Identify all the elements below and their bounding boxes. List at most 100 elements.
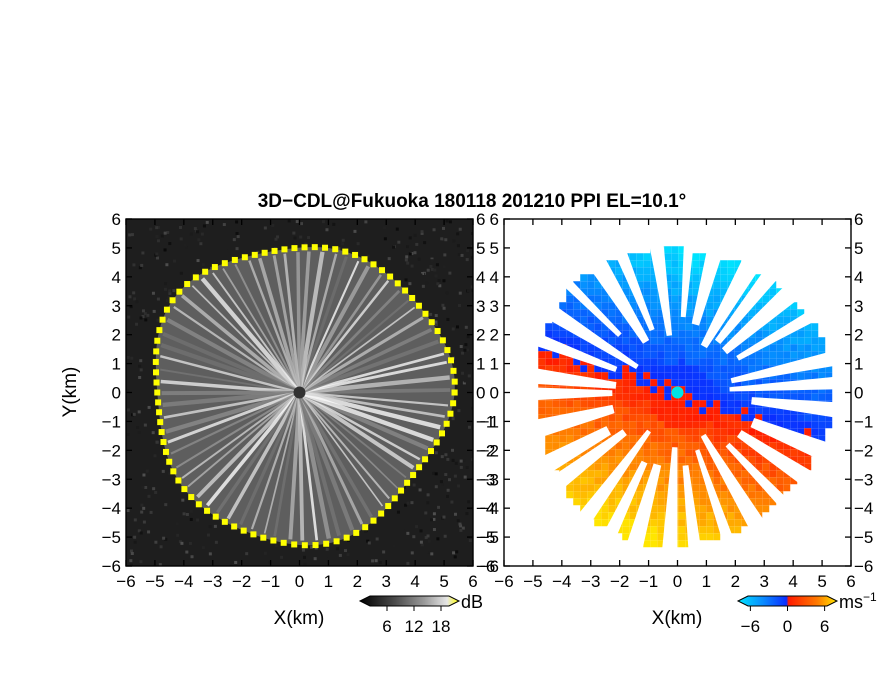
- velocity-cell: [699, 365, 707, 373]
- edge-pixel: [450, 400, 457, 407]
- radial-beam: [298, 391, 421, 461]
- velocity-cell: [720, 428, 728, 436]
- velocity-cell: [720, 267, 728, 275]
- velocity-cell: [804, 372, 812, 380]
- radial-beam: [298, 306, 416, 394]
- velocity-cell: [573, 358, 581, 366]
- velocity-cell: [636, 498, 644, 506]
- velocity-cell: [720, 288, 728, 296]
- velocity-cell: [692, 253, 700, 261]
- velocity-cell: [727, 407, 735, 415]
- velocity-cell: [664, 463, 672, 471]
- velocity-cell: [594, 512, 602, 520]
- velocity-cell: [622, 372, 630, 380]
- velocity-cell: [713, 393, 721, 401]
- noise-pixel: [210, 513, 214, 517]
- noise-pixel: [453, 555, 457, 559]
- velocity-cell: [825, 393, 833, 401]
- noise-pixel: [406, 501, 410, 505]
- noise-pixel: [133, 535, 137, 539]
- velocity-cell: [713, 288, 721, 296]
- noise-pixel: [458, 522, 462, 526]
- velocity-cell: [678, 351, 686, 359]
- velocity-cell: [643, 407, 651, 415]
- velocity-cell: [608, 421, 616, 429]
- velocity-cell: [713, 274, 721, 282]
- velocity-cell: [720, 414, 728, 422]
- noise-pixel: [426, 456, 430, 460]
- y-tick-label-right: −3: [476, 470, 495, 489]
- noise-pixel: [138, 266, 142, 270]
- velocity-cell: [573, 428, 581, 436]
- velocity-cell: [601, 400, 609, 408]
- velocity-cell: [692, 491, 700, 499]
- velocity-cell: [657, 470, 665, 478]
- noise-pixel: [463, 379, 467, 383]
- radial-beam: [299, 391, 445, 418]
- noise-pixel: [442, 306, 446, 310]
- velocity-cell: [608, 505, 616, 513]
- velocity-cell: [790, 414, 798, 422]
- noise-pixel: [457, 253, 461, 257]
- y-tick-label: −6: [480, 557, 499, 576]
- velocity-cell: [643, 344, 651, 352]
- edge-pixel: [450, 367, 457, 374]
- velocity-cell: [678, 344, 686, 352]
- velocity-cell: [678, 316, 686, 324]
- velocity-cell: [755, 274, 763, 282]
- velocity-cell: [755, 393, 763, 401]
- edge-pixel: [188, 494, 195, 501]
- velocity-cell: [804, 393, 812, 401]
- velocity-cell: [636, 358, 644, 366]
- y-tick-label-right: 6: [476, 210, 485, 229]
- velocity-cell: [692, 421, 700, 429]
- velocity-cell: [671, 302, 679, 310]
- velocity-cell: [643, 463, 651, 471]
- noise-pixel: [268, 246, 272, 250]
- velocity-cell: [699, 379, 707, 387]
- velocity-cell: [622, 435, 630, 443]
- velocity-cell: [643, 379, 651, 387]
- velocity-cell: [769, 435, 777, 443]
- velocity-cell: [685, 442, 693, 450]
- velocity-cell: [587, 316, 595, 324]
- noise-pixel: [415, 242, 419, 246]
- velocity-cell: [622, 519, 630, 527]
- velocity-cell: [622, 526, 630, 534]
- noise-pixel: [404, 258, 408, 262]
- velocity-cell: [678, 267, 686, 275]
- x-tick-label: 1: [324, 572, 333, 591]
- velocity-cell: [804, 323, 812, 331]
- velocity-cell: [685, 330, 693, 338]
- noise-pixel: [408, 236, 412, 240]
- velocity-cell: [776, 477, 784, 485]
- velocity-cell: [657, 309, 665, 317]
- edge-pixel: [240, 527, 247, 534]
- velocity-cell: [545, 351, 553, 359]
- edge-pixel: [162, 448, 169, 455]
- velocity-cell: [594, 519, 602, 527]
- noise-pixel: [413, 233, 417, 237]
- y-tick-label-right: 5: [854, 239, 863, 258]
- noise-pixel: [410, 551, 414, 555]
- noise-pixel: [293, 236, 297, 240]
- noise-pixel: [465, 512, 469, 516]
- velocity-cell: [685, 393, 693, 401]
- edge-pixel: [416, 464, 423, 471]
- noise-pixel: [445, 291, 449, 295]
- velocity-cell: [664, 267, 672, 275]
- velocity-cell: [622, 414, 630, 422]
- noise-pixel: [466, 289, 470, 293]
- velocity-cell: [776, 351, 784, 359]
- noise-pixel: [461, 526, 465, 530]
- velocity-cell: [790, 456, 798, 464]
- velocity-cell: [811, 323, 819, 331]
- velocity-cell: [755, 414, 763, 422]
- noise-pixel: [456, 519, 460, 523]
- velocity-cell: [769, 379, 777, 387]
- velocity-cell: [713, 533, 721, 541]
- velocity-cell: [678, 428, 686, 436]
- velocity-cell: [622, 400, 630, 408]
- velocity-cell: [636, 274, 644, 282]
- noise-pixel: [188, 541, 192, 545]
